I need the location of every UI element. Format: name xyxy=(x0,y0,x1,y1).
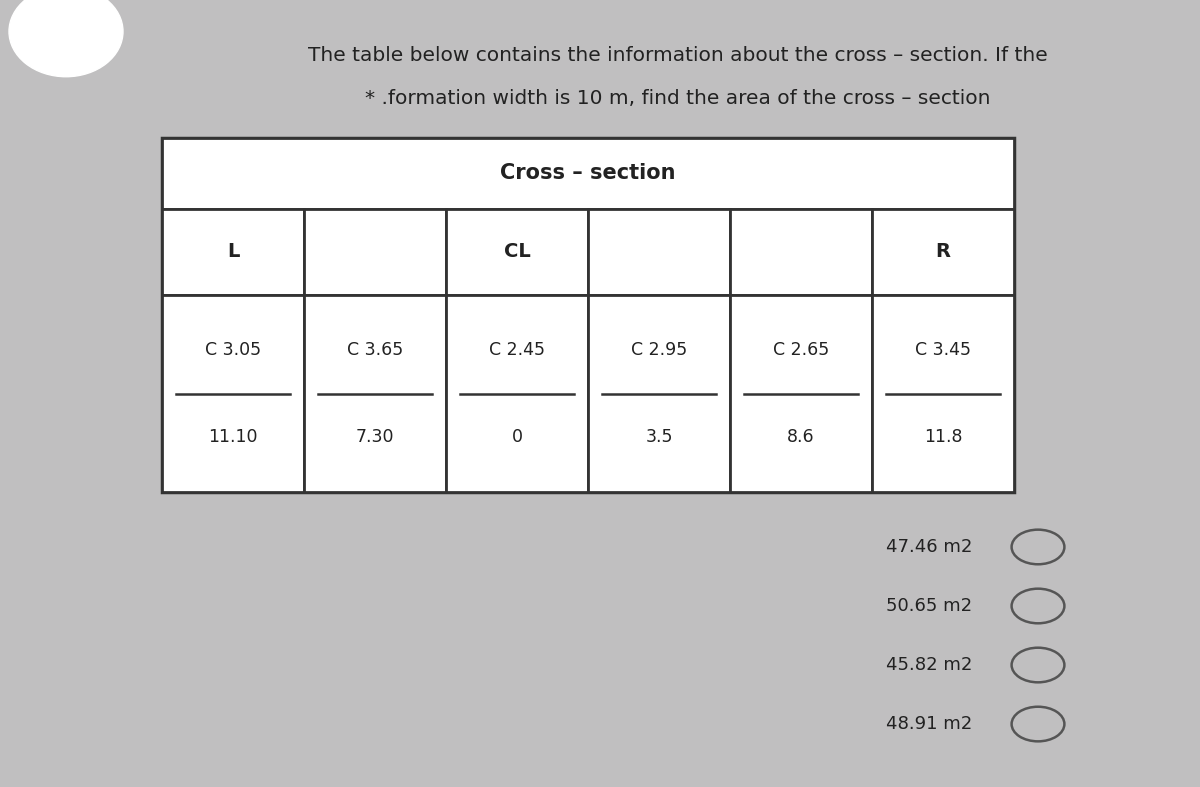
Text: C 3.05: C 3.05 xyxy=(205,342,262,360)
Bar xyxy=(588,209,730,295)
Text: C 3.65: C 3.65 xyxy=(347,342,403,360)
Bar xyxy=(304,209,446,295)
Text: 0: 0 xyxy=(511,428,522,446)
Text: C 2.95: C 2.95 xyxy=(631,342,688,360)
Text: 11.10: 11.10 xyxy=(209,428,258,446)
Text: 11.8: 11.8 xyxy=(924,428,962,446)
Text: L: L xyxy=(227,242,239,261)
Bar xyxy=(162,295,304,492)
Bar xyxy=(446,209,588,295)
Text: CL: CL xyxy=(504,242,530,261)
Text: The table below contains the information about the cross – section. If the: The table below contains the information… xyxy=(308,46,1048,65)
Text: R: R xyxy=(936,242,950,261)
Bar xyxy=(162,138,1014,492)
Text: 50.65 m2: 50.65 m2 xyxy=(886,597,972,615)
Bar xyxy=(304,295,446,492)
Text: * .formation width is 10 m, find the area of the cross – section: * .formation width is 10 m, find the are… xyxy=(365,89,991,108)
Text: 3.5: 3.5 xyxy=(646,428,673,446)
Bar xyxy=(872,209,1014,295)
Bar xyxy=(446,295,588,492)
Text: C 2.65: C 2.65 xyxy=(773,342,829,360)
Text: 48.91 m2: 48.91 m2 xyxy=(886,715,972,733)
Text: C 2.45: C 2.45 xyxy=(490,342,545,360)
Ellipse shape xyxy=(10,0,124,77)
Text: 8.6: 8.6 xyxy=(787,428,815,446)
Text: 47.46 m2: 47.46 m2 xyxy=(886,538,972,556)
Bar xyxy=(588,295,730,492)
Bar xyxy=(730,295,872,492)
Bar xyxy=(162,209,304,295)
Text: 45.82 m2: 45.82 m2 xyxy=(886,656,972,674)
Bar xyxy=(162,138,1014,209)
Bar xyxy=(872,295,1014,492)
Bar xyxy=(730,209,872,295)
Text: 7.30: 7.30 xyxy=(355,428,395,446)
Text: Cross – section: Cross – section xyxy=(500,163,676,183)
Text: C 3.45: C 3.45 xyxy=(916,342,971,360)
